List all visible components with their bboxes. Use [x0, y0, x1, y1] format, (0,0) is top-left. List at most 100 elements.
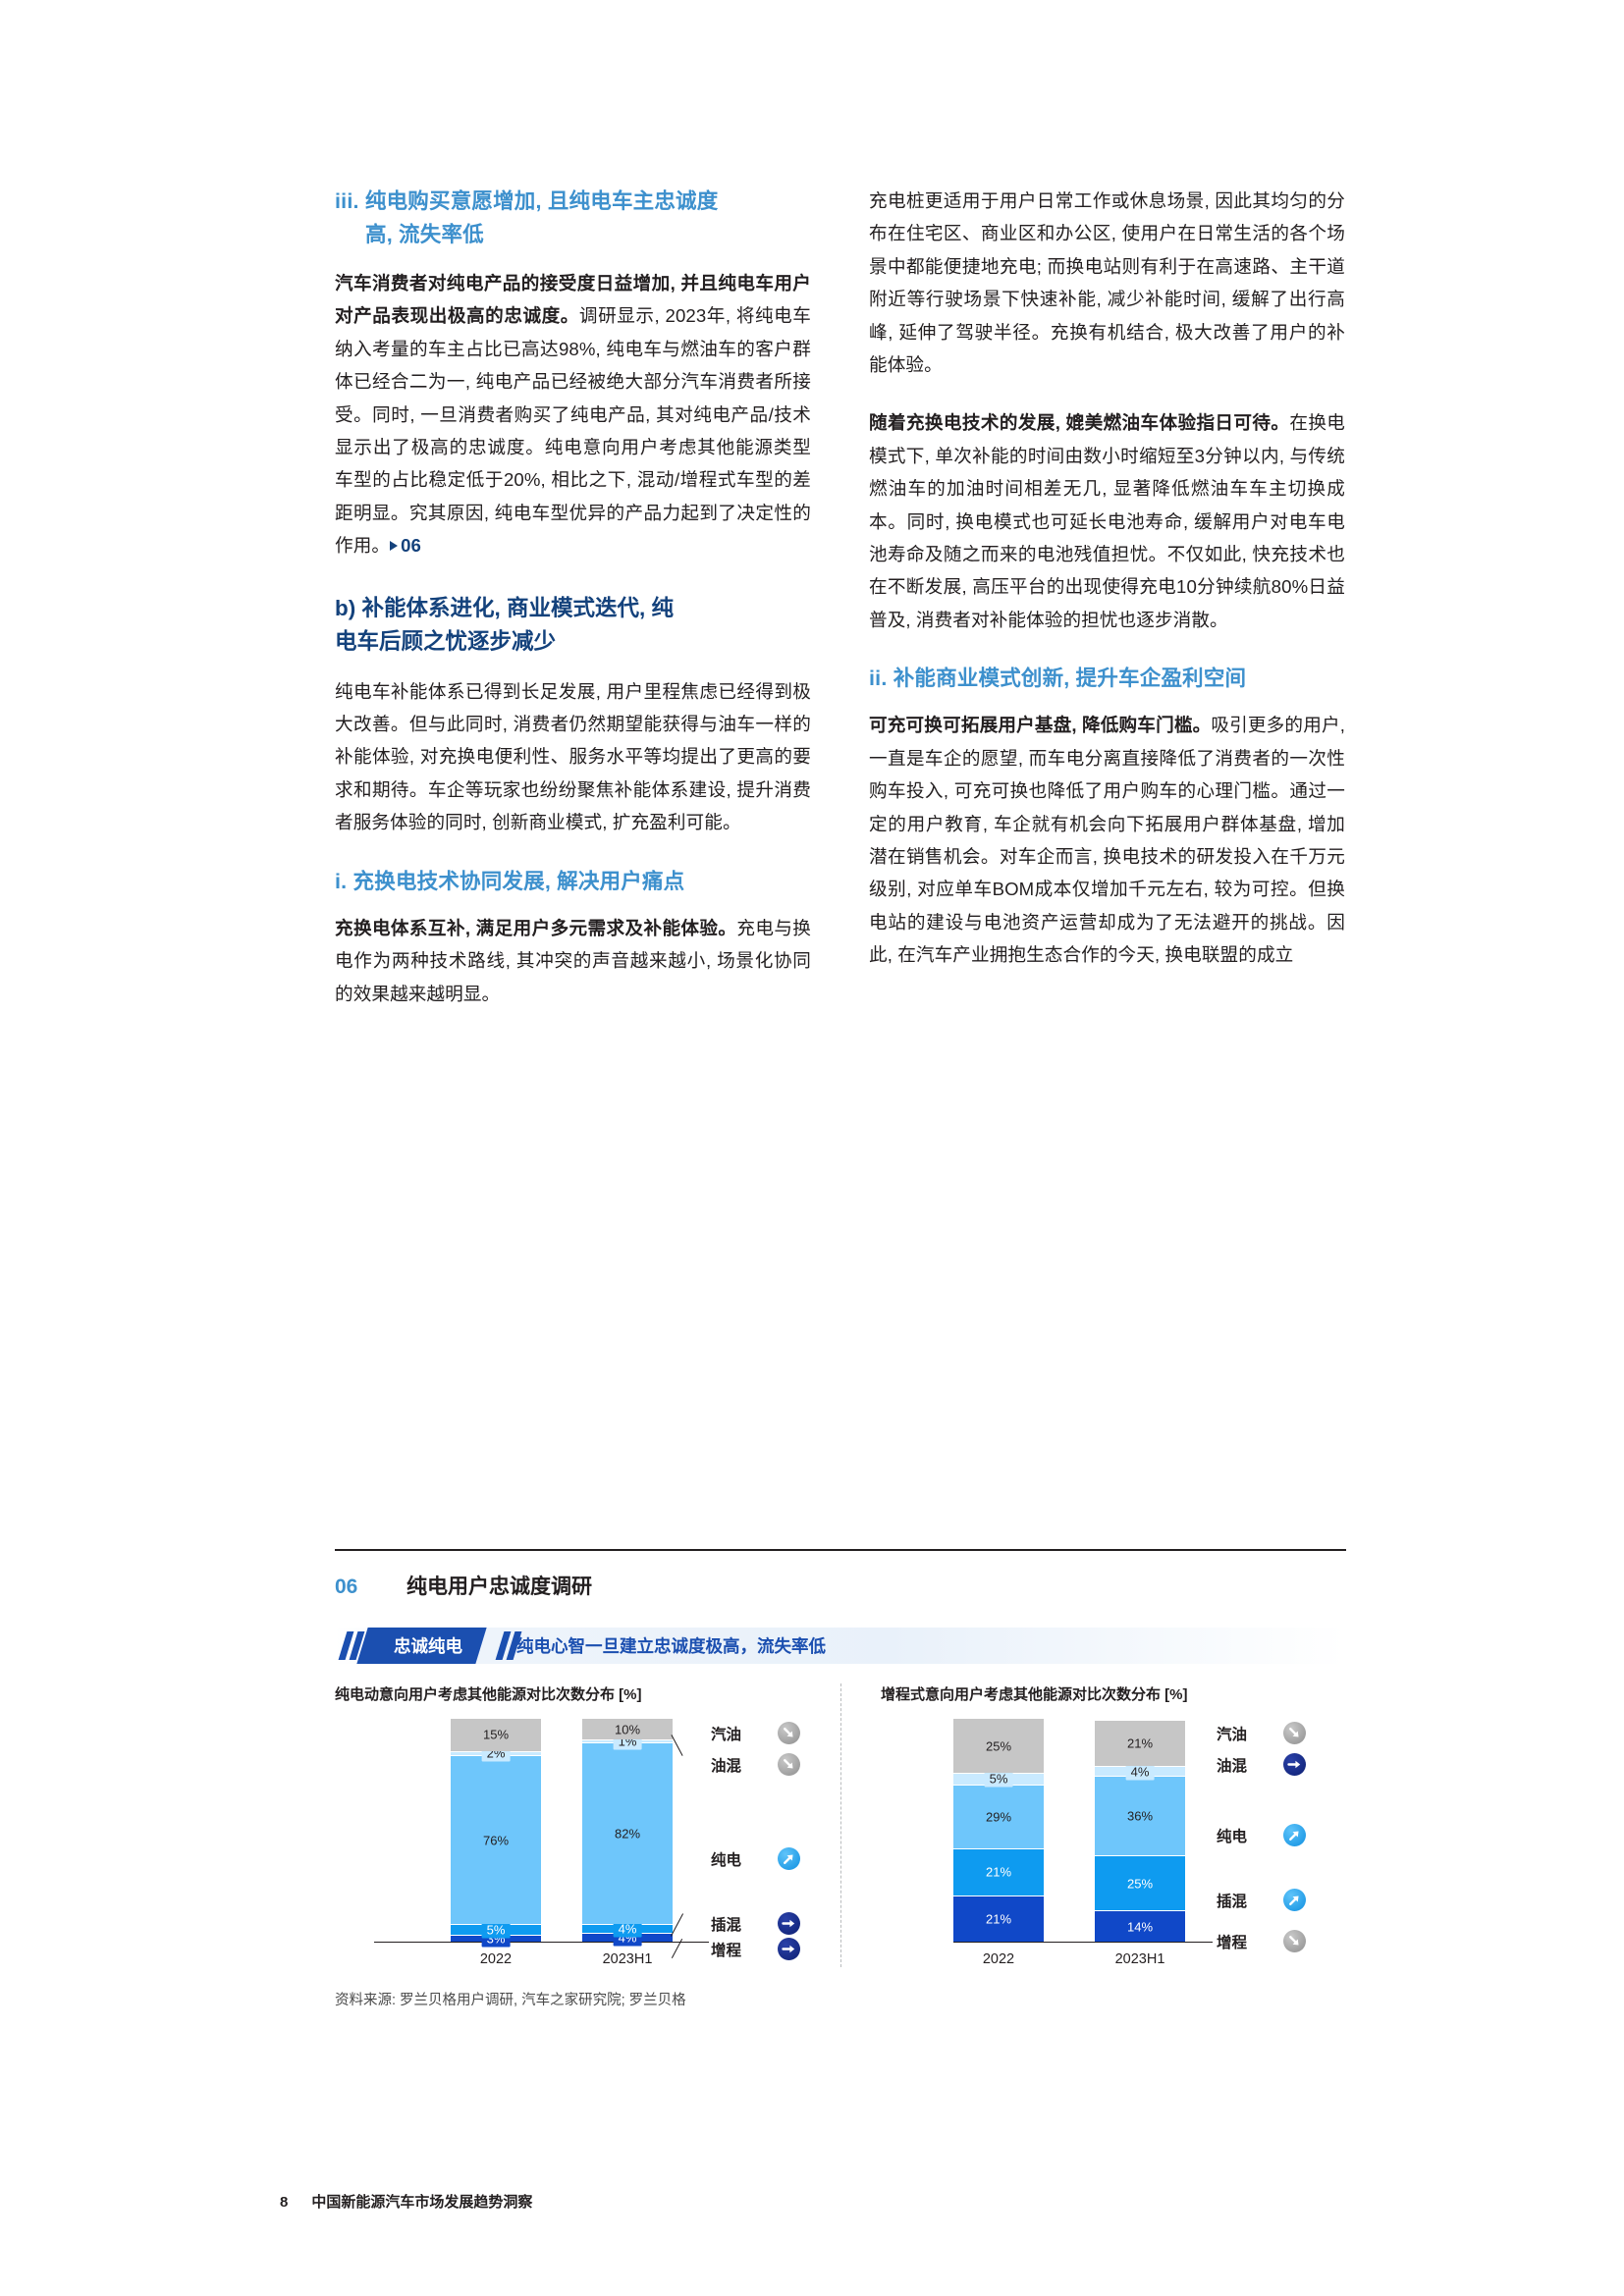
bar-segment-汽油: 15%	[451, 1717, 541, 1751]
bar-segment-value: 76%	[482, 1833, 510, 1848]
right-text-column: 充电桩更适用于用户日常工作或休息场景, 因此其均匀的分布在住宅区、商业区和办公区…	[869, 185, 1345, 1010]
legend-item-label: 增程	[1217, 1934, 1248, 1951]
heading-roman-line2: 高, 流失率低	[365, 223, 484, 246]
exhibit-reference-label: 06	[401, 535, 421, 557]
legend-item-label: 油混	[1217, 1757, 1248, 1775]
chart-right-axis	[953, 1942, 1213, 1943]
exhibit-block: 06 纯电用户忠诚度调研 忠诚纯电 纯电心智一旦建立忠诚度极高，流失率低 纯电动…	[335, 1549, 1346, 2009]
trend-down-icon	[1283, 1722, 1306, 1744]
chart-left-subtitle: 纯电动意向用户考虑其他能源对比次数分布 [%]	[335, 1686, 642, 1703]
x-axis-label: 2022	[479, 1951, 513, 1967]
stacked-bar-2023H1: 4% 4% 82% 1% 10%	[582, 1717, 673, 1947]
footer-page-number: 8	[280, 2194, 289, 2211]
banner-headline: 纯电心智一旦建立忠诚度极高，流失率低	[516, 1636, 826, 1656]
exhibit-reference-06[interactable]: 06	[390, 535, 421, 556]
trend-up-icon	[1283, 1824, 1306, 1846]
chart-right-subtitle: 增程式意向用户考虑其他能源对比次数分布 [%]	[881, 1686, 1188, 1703]
banner-tag-label: 忠诚纯电	[394, 1636, 462, 1656]
paragraph-swap-tech-lead: 随着充换电技术的发展, 媲美燃油车体验指日可待。	[869, 412, 1290, 434]
trend-flat-icon	[778, 1938, 800, 1960]
legend-item-汽油[interactable]: 汽油	[711, 1722, 840, 1744]
heading-section-b: b) 补能体系进化, 商业模式迭代, 纯 电车后顾之忧逐步减少	[335, 592, 811, 659]
legend-item-插混[interactable]: 插混	[711, 1912, 840, 1935]
bar-segment-value: 21%	[1126, 1735, 1154, 1751]
heading-sub-i: i. 充换电技术协同发展, 解决用户痛点	[335, 869, 685, 893]
paragraph-swap-body: 充电与换电作为两种技术路线, 其冲突的声音越来越小, 场景化协同的效果越来越明显…	[335, 917, 811, 1004]
exhibit-source: 资料来源: 罗兰贝格用户调研, 汽车之家研究院; 罗兰贝格	[335, 1993, 686, 2008]
legend-item-汽油[interactable]: 汽油	[1217, 1722, 1346, 1744]
legend-item-纯电[interactable]: 纯电	[711, 1847, 840, 1870]
bar-segment-油混: 1%	[582, 1733, 673, 1750]
bar-segment-汽油: 25%	[953, 1717, 1044, 1774]
bar-segment-value: 29%	[985, 1809, 1012, 1825]
legend-item-label: 插混	[1217, 1893, 1248, 1910]
bar-segment-插混: 25%	[1095, 1854, 1185, 1911]
paragraph-swap-tech-body: 在换电模式下, 单次补能的时间由数小时缩短至3分钟以内, 与传统燃油车的加油时间…	[869, 412, 1345, 630]
bar-segment-value: 5%	[984, 1770, 1013, 1788]
trend-down-icon	[778, 1753, 800, 1776]
legend-item-label: 插混	[711, 1916, 742, 1934]
bar-segment-value: 25%	[985, 1738, 1012, 1754]
legend-item-增程[interactable]: 增程	[711, 1938, 840, 1960]
paragraph-business-model-body: 吸引更多的用户, 一直是车企的愿望, 而车电分离直接降低了消费者的一次性购车投入…	[869, 715, 1345, 966]
heading-roman-iii: iii. 纯电购买意愿增加, 且纯电车主忠诚度 高, 流失率低	[335, 185, 811, 251]
trend-down-icon	[1283, 1930, 1306, 1952]
paragraph-loyalty: 汽车消费者对纯电产品的接受度日益增加, 并且纯电车用户对产品表现出极高的忠诚度。…	[335, 267, 811, 562]
triangle-right-icon	[390, 541, 399, 552]
exhibit-header: 06 纯电用户忠诚度调研	[335, 1571, 1346, 1600]
bar-segment-value: 14%	[1126, 1919, 1154, 1935]
legend-item-油混[interactable]: 油混	[1217, 1753, 1346, 1776]
chart-bev-intenders: 纯电动意向用户考虑其他能源对比次数分布 [%] 汽油 油混 纯电 插混 增程 3% 5% 7…	[335, 1683, 840, 1967]
chart-left-axis	[374, 1942, 709, 1943]
bar-segment-增程: 21%	[953, 1895, 1044, 1942]
legend-item-label: 油混	[711, 1757, 742, 1775]
legend-item-label: 纯电	[1217, 1828, 1248, 1845]
stacked-bar-2022: 21% 21% 29% 5% 25%	[953, 1717, 1044, 1942]
legend-item-纯电[interactable]: 纯电	[1217, 1824, 1346, 1846]
chart-right-legend: 汽油油混纯电插混增程	[1217, 1720, 1346, 1967]
exhibit-divider	[335, 1549, 1346, 1551]
heading-sub-ii: ii. 补能商业模式创新, 提升车企盈利空间	[869, 667, 1247, 691]
bar-segment-汽油: 21%	[1095, 1720, 1185, 1767]
page-footer: 8 中国新能源汽车市场发展趋势洞察	[280, 2191, 532, 2212]
bar-segment-插混: 21%	[953, 1848, 1044, 1896]
bar-segment-value: 21%	[985, 1911, 1012, 1927]
bar-segment-油混: 2%	[451, 1744, 541, 1762]
legend-leader-line	[671, 1735, 683, 1756]
bar-segment-纯电: 82%	[582, 1741, 673, 1924]
legend-item-插混[interactable]: 插混	[1217, 1889, 1346, 1911]
charts-container: 纯电动意向用户考虑其他能源对比次数分布 [%] 汽油 油混 纯电 插混 增程 3% 5% 7…	[335, 1683, 1346, 1967]
paragraph-charging-piles: 充电桩更适用于用户日常工作或休息场景, 因此其均匀的分布在住宅区、商业区和办公区…	[869, 190, 1345, 376]
heading-section-b-line1: b) 补能体系进化, 商业模式迭代, 纯	[335, 595, 674, 620]
stacked-bar-2022: 3% 5% 76% 2% 15%	[451, 1717, 541, 1948]
x-axis-label: 2022	[982, 1951, 1015, 1967]
stacked-bar-2023H1: 14% 25% 36% 4% 21%	[1095, 1720, 1185, 1942]
legend-item-label: 纯电	[711, 1851, 742, 1869]
paragraph-business-model: 可充可换可拓展用户基盘, 降低购车门槛。吸引更多的用户, 一直是车企的愿望, 而…	[869, 709, 1345, 971]
chart-left-plot: 汽油 油混 纯电 插混 增程 3% 5% 76% 2% 15% 2022 4% 4% 82% 1% 10% 2…	[335, 1717, 840, 1967]
legend-item-增程[interactable]: 增程	[1217, 1930, 1346, 1952]
legend-item-油混[interactable]: 油混	[711, 1753, 840, 1776]
bar-segment-value: 5%	[481, 1921, 511, 1939]
trend-up-icon	[1283, 1889, 1306, 1911]
bar-segment-油混: 4%	[1095, 1763, 1185, 1780]
bar-segment-纯电: 29%	[953, 1784, 1044, 1849]
bar-segment-油混: 5%	[953, 1770, 1044, 1788]
chart-right-plot: 汽油油混纯电插混增程 21% 21% 29% 5% 25% 2022 14% 25% 36% 4%…	[881, 1717, 1346, 1967]
paragraph-loyalty-lead: 汽车消费者对纯电产品的接受度日益增加, 并且纯电车用户对产品表现出极高的忠诚度。	[335, 273, 811, 327]
exhibit-banner: 忠诚纯电 纯电心智一旦建立忠诚度极高，流失率低	[335, 1628, 1346, 1664]
bar-segment-汽油: 10%	[582, 1717, 673, 1740]
trend-up-icon	[778, 1847, 800, 1870]
bar-segment-value: 25%	[1126, 1876, 1154, 1892]
exhibit-number: 06	[335, 1575, 358, 1598]
bar-segment-value: 4%	[613, 1920, 642, 1938]
bar-segment-增程: 14%	[1095, 1910, 1185, 1942]
paragraph-swap-lead: 充换电体系互补, 满足用户多元需求及补能体验。	[335, 917, 737, 938]
bar-segment-value: 10%	[614, 1722, 641, 1737]
legend-item-label: 增程	[711, 1942, 742, 1959]
paragraph-swap-complement: 充换电体系互补, 满足用户多元需求及补能体验。充电与换电作为两种技术路线, 其冲…	[335, 912, 811, 1010]
heading-section-b-line2: 电车后顾之忧逐步减少	[335, 628, 557, 654]
x-axis-label: 2023H1	[602, 1951, 653, 1967]
legend-item-label: 汽油	[711, 1726, 742, 1743]
bar-segment-纯电: 36%	[1095, 1775, 1185, 1855]
